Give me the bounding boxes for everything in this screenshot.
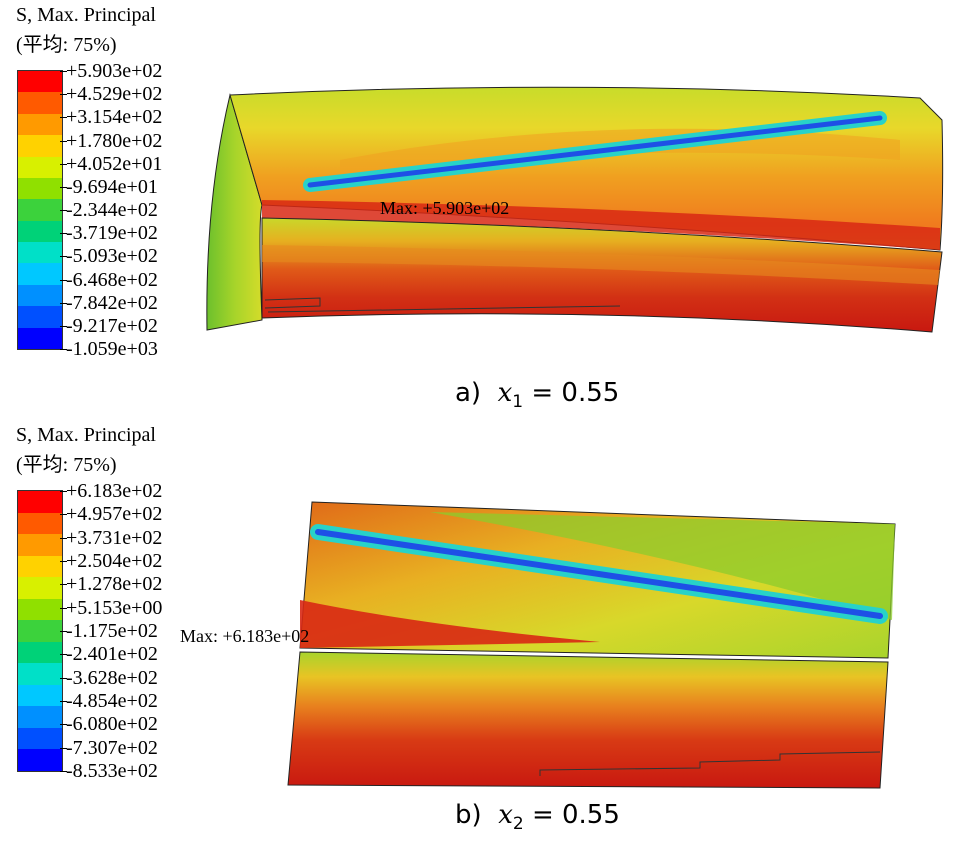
- legend-swatch: [18, 727, 62, 750]
- legend-swatch: [18, 512, 62, 535]
- legend-colorbar-a: [17, 70, 63, 350]
- caption-a-prefix: a): [455, 378, 482, 408]
- max-label-b: Max: +6.183e+02: [180, 626, 309, 646]
- legend-label: -2.344e+02: [60, 199, 158, 221]
- legend-swatch: [18, 156, 62, 178]
- legend-label: +5.153e+00: [59, 596, 163, 619]
- caption-b: b) x2 = 0.55: [455, 800, 620, 834]
- legend-swatch: [18, 135, 62, 157]
- caption-b-var: x: [498, 800, 513, 830]
- caption-b-prefix: b): [455, 800, 482, 830]
- legend-swatch: [18, 706, 62, 728]
- legend-label: -9.217e+02: [60, 314, 158, 337]
- caption-b-sub: 2: [512, 814, 524, 835]
- legend-swatch: [18, 263, 62, 285]
- legend-label: +1.780e+02: [59, 129, 163, 152]
- legend-swatch: [18, 199, 62, 221]
- legend-swatch: [18, 327, 62, 349]
- caption-b-rest: = 0.55: [523, 800, 620, 830]
- legend-swatch: [18, 663, 62, 685]
- legend-label: -9.694e+01: [60, 175, 158, 198]
- legend-label: +4.529e+02: [59, 83, 163, 106]
- legend-swatch: [18, 71, 62, 93]
- legend-label: -1.175e+02: [60, 620, 158, 642]
- panel-b: S, Max. Principal (平均: 75%) +6.183e+02 +4…: [0, 420, 963, 847]
- legend-label: -3.628e+02: [60, 666, 158, 689]
- panel-a: S, Max. Principal (平均: 75%) +5.903e+02 +4…: [0, 0, 963, 420]
- caption-a-var: x: [497, 378, 513, 408]
- legend-swatch: [18, 177, 62, 200]
- legend-swatch: [18, 555, 62, 578]
- legend-swatch: [18, 113, 62, 136]
- legend-title-b: S, Max. Principal: [16, 424, 156, 446]
- legend-label: +6.183e+02: [59, 480, 163, 502]
- legend-label: +5.903e+02: [59, 60, 163, 82]
- legend-label: +1.278e+02: [59, 573, 163, 596]
- legend-avg-a: (平均: 75%): [16, 34, 117, 56]
- caption-a: a) x1 = 0.55: [455, 378, 619, 412]
- legend-swatch: [18, 577, 62, 599]
- legend-label: +3.731e+02: [59, 526, 163, 549]
- legend-swatch: [18, 684, 62, 707]
- legend-swatch: [18, 491, 62, 513]
- legend-title-a: S, Max. Principal: [16, 4, 156, 26]
- legend-label: +4.957e+02: [59, 503, 163, 526]
- legend-label: -6.468e+02: [60, 268, 158, 291]
- caption-a-rest: = 0.55: [523, 378, 620, 408]
- legend-swatch: [18, 284, 62, 307]
- legend-colorbar-b: [17, 490, 63, 772]
- legend-swatch: [18, 242, 62, 264]
- legend-swatch: [18, 534, 62, 556]
- legend-label: -3.719e+02: [60, 222, 158, 245]
- legend-swatch: [18, 598, 62, 621]
- legend-swatch: [18, 749, 62, 771]
- legend-label: -2.401e+02: [60, 643, 158, 666]
- legend-swatch: [18, 220, 62, 242]
- legend-swatch: [18, 620, 62, 642]
- contour-plot-b: Max: +6.183e+02: [180, 501, 896, 789]
- caption-a-sub: 1: [512, 392, 524, 413]
- contour-plot-a: Max: +5.903e+02: [206, 86, 944, 333]
- legend-swatch: [18, 306, 62, 328]
- legend-label: -1.059e+03: [60, 338, 158, 360]
- legend-label: -5.093e+02: [60, 245, 158, 268]
- legend-label: -4.854e+02: [60, 690, 158, 712]
- legend-label: -7.842e+02: [60, 291, 158, 314]
- legend-label: +4.052e+01: [59, 152, 163, 175]
- legend-swatch: [18, 641, 62, 664]
- legend-label: +2.504e+02: [59, 550, 163, 572]
- legend-avg-b: (平均: 75%): [16, 454, 117, 476]
- legend-label: -7.307e+02: [60, 736, 158, 759]
- legend-swatch: [18, 92, 62, 114]
- legend-label: +3.154e+02: [59, 106, 163, 129]
- legend-label: -8.533e+02: [60, 760, 158, 782]
- max-label-a: Max: +5.903e+02: [380, 198, 509, 218]
- legend-label: -6.080e+02: [60, 713, 158, 736]
